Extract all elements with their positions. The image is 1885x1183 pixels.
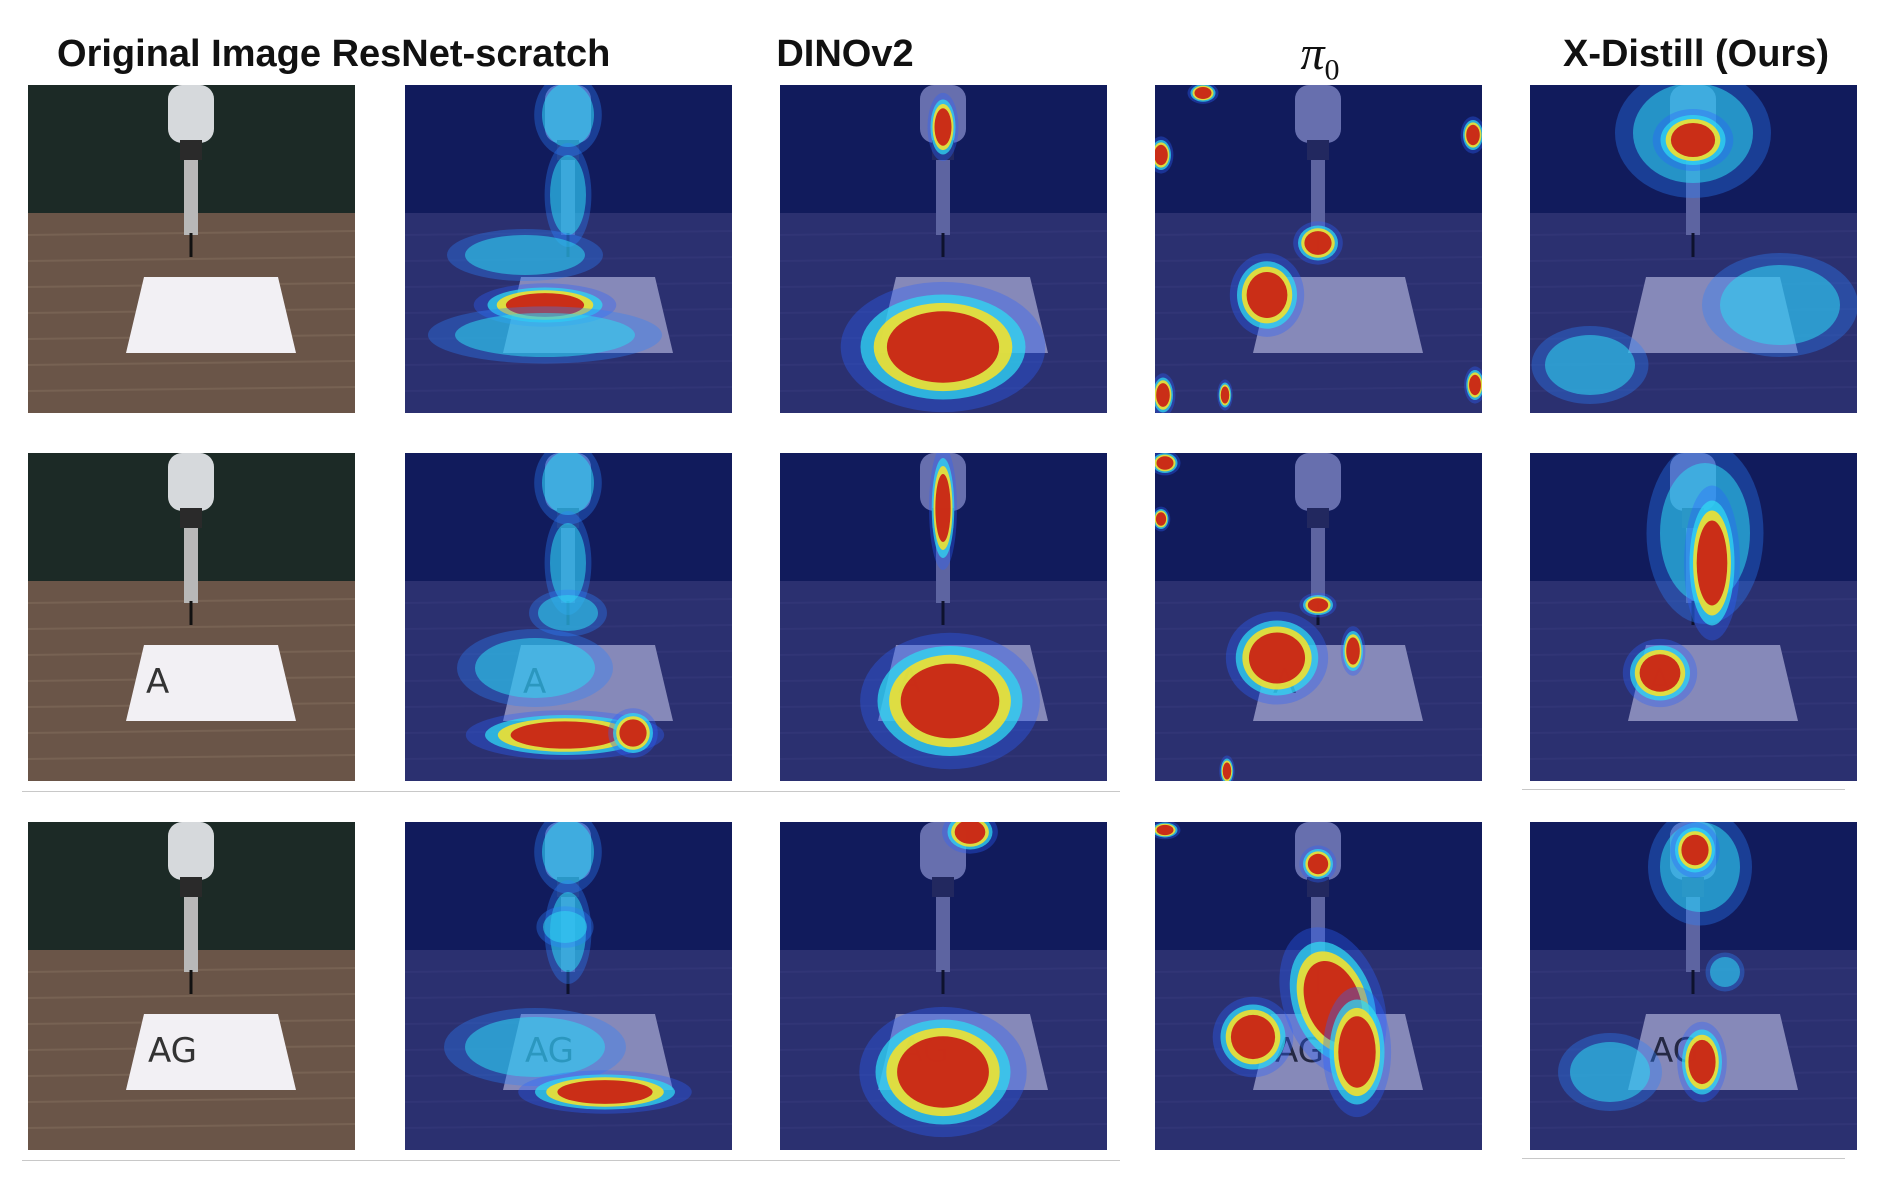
- row-divider: [22, 1160, 1120, 1161]
- pi0-attention-map-row-3: AG: [1155, 822, 1482, 1150]
- row-divider: [22, 791, 1120, 792]
- column-header-dinov2: DINOv2: [776, 33, 914, 75]
- row-divider: [1522, 789, 1845, 790]
- row-divider: [1522, 1158, 1845, 1159]
- svg-text:A: A: [146, 662, 169, 702]
- resnet-attention-map-row-3: AG: [405, 822, 732, 1150]
- svg-text:AG: AG: [148, 1031, 197, 1071]
- dino-attention-map-row-2: A: [780, 453, 1107, 781]
- original-image-row-2: A: [28, 453, 355, 781]
- pi0-attention-map-row-1: [1155, 85, 1482, 413]
- resnet-attention-map-row-1: [405, 85, 732, 413]
- column-header-pi0: π0: [1130, 27, 1510, 87]
- column-header-x-distill: X-Distill (Ours): [1562, 33, 1830, 75]
- column-header-original: Original Image: [57, 33, 321, 75]
- xdistill-attention-map-row-1: [1530, 85, 1857, 413]
- column-header-resnet-scratch: ResNet-scratch: [331, 33, 611, 75]
- resnet-attention-map-row-2: A: [405, 453, 732, 781]
- pi-symbol: π: [1300, 27, 1325, 80]
- pi-subscript: 0: [1324, 53, 1340, 87]
- dino-attention-map-row-3: AG: [780, 822, 1107, 1150]
- xdistill-attention-map-row-3: AG: [1530, 822, 1857, 1150]
- pi0-attention-map-row-2: A: [1155, 453, 1482, 781]
- xdistill-attention-map-row-2: A: [1530, 453, 1857, 781]
- original-image-row-3: AG: [28, 822, 355, 1150]
- original-image-row-1: [28, 85, 355, 413]
- dino-attention-map-row-1: [780, 85, 1107, 413]
